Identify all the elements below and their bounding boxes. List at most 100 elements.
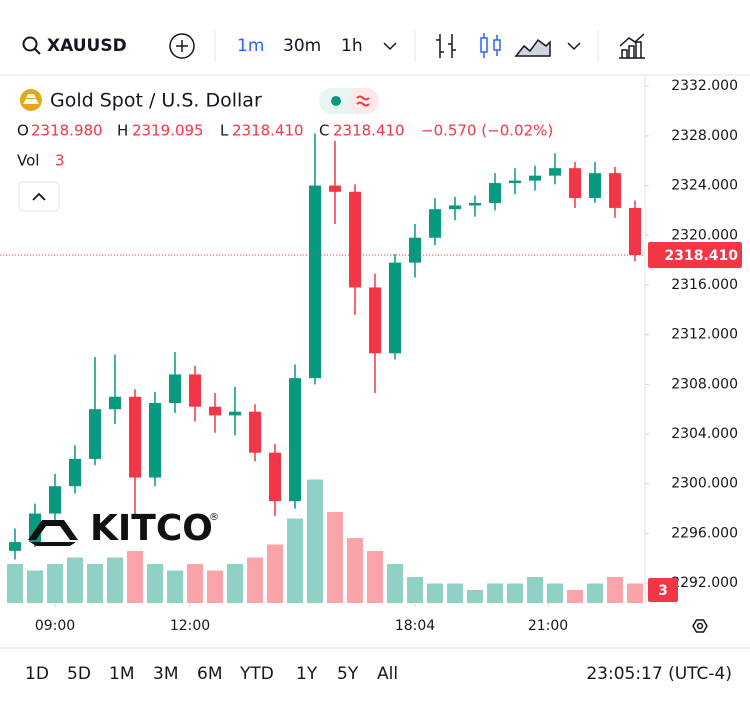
candle-body: [569, 168, 581, 198]
volume-bar: [107, 557, 123, 603]
volume-bar: [627, 583, 643, 603]
interval-button[interactable]: 30m: [283, 36, 321, 56]
y-tick-label: 2312.000: [671, 327, 738, 343]
volume-bar: [527, 577, 543, 603]
candle-body: [329, 185, 341, 192]
watermark-mark: ®: [209, 512, 219, 523]
y-tick-label: 2296.000: [671, 525, 738, 541]
candle-body: [109, 396, 121, 410]
area-icon[interactable]: [514, 38, 551, 57]
volume-bar: [567, 590, 583, 603]
candle-body: [169, 374, 181, 403]
x-tick-label: 18:04: [395, 618, 435, 634]
candle-body: [149, 402, 161, 478]
candle-body: [389, 262, 401, 354]
compare-button[interactable]: [169, 33, 195, 59]
volume-badge-label: 3: [658, 583, 668, 599]
y-tick-label: 2316.000: [671, 277, 738, 293]
candle-body: [49, 486, 61, 514]
x-tick-label: 12:00: [170, 618, 210, 634]
bars-icon[interactable]: [436, 34, 456, 58]
volume-bar: [207, 570, 223, 603]
candle-body: [69, 458, 81, 487]
volume-bar: [367, 551, 383, 603]
candle-body: [469, 202, 481, 206]
y-tick-label: 2328.000: [671, 128, 738, 144]
y-tick-label: 2332.000: [671, 78, 738, 94]
volume-bar: [227, 564, 243, 603]
ohlc-value: 2319.095: [132, 122, 204, 140]
last-price-label: 2318.410: [664, 248, 738, 264]
interval-menu[interactable]: [383, 42, 397, 51]
candle-body: [309, 185, 321, 379]
volume-label: Vol: [17, 152, 39, 170]
candle-body: [289, 378, 301, 502]
market-open-dot: [331, 96, 341, 106]
volume-bar: [307, 479, 323, 603]
collapse-button[interactable]: [18, 181, 60, 212]
interval-button[interactable]: 1h: [341, 36, 363, 56]
candle-body: [349, 191, 361, 288]
legend-title: Gold Spot / U.S. Dollar: [50, 90, 262, 112]
watermark-text: KITCO: [90, 508, 213, 549]
candle-body: [9, 542, 21, 551]
volume-bar: [147, 564, 163, 603]
range-button[interactable]: 1M: [109, 664, 134, 684]
range-button[interactable]: 6M: [197, 664, 222, 684]
candle-body: [409, 237, 421, 263]
volume-bar: [547, 583, 563, 603]
watermark-logo: [28, 520, 78, 540]
candles-icon[interactable]: [480, 33, 501, 58]
volume-bar: [287, 518, 303, 603]
ohlc-value: 2318.980: [31, 122, 103, 140]
volume-bar: [587, 583, 603, 603]
y-tick-label: 2300.000: [671, 476, 738, 492]
y-tick-label: 2320.000: [671, 227, 738, 243]
change: −0.570 (−0.02%): [421, 122, 553, 140]
compare-plus: [176, 40, 188, 52]
volume-bar: [607, 577, 623, 603]
candle-body: [589, 173, 601, 198]
watermark: KITCO: [28, 508, 213, 549]
volume-badge: [648, 578, 678, 602]
volume-bar: [27, 570, 43, 603]
range-button[interactable]: All: [377, 664, 398, 684]
interval-button[interactable]: 1m: [237, 36, 264, 56]
indicators-icon[interactable]: [619, 33, 645, 59]
chart-type-menu[interactable]: [567, 42, 581, 51]
volume-bar: [167, 570, 183, 603]
volume-bar: [247, 557, 263, 603]
range-button[interactable]: 1Y: [296, 664, 318, 684]
range-button[interactable]: YTD: [239, 664, 274, 684]
search-icon[interactable]: [22, 36, 38, 52]
x-tick-label: 09:00: [35, 618, 75, 634]
settings-icon: [696, 622, 704, 630]
volume-bar: [347, 538, 363, 603]
volume-bar: [47, 564, 63, 603]
volume-bar: [127, 551, 143, 603]
candle-body: [269, 452, 281, 502]
range-button[interactable]: 5D: [67, 664, 91, 684]
icon-part: [483, 33, 498, 58]
range-button[interactable]: 3M: [153, 664, 178, 684]
volume-bar: [407, 577, 423, 603]
range-button[interactable]: 1D: [25, 664, 49, 684]
symbol[interactable]: XAUUSD: [47, 36, 127, 56]
volume-bar: [447, 583, 463, 603]
candle-body: [509, 180, 521, 184]
y-tick-label: 2292.000: [671, 575, 738, 591]
y-tick-label: 2308.000: [671, 376, 738, 392]
range-button[interactable]: 5Y: [337, 664, 359, 684]
candle-body: [209, 406, 221, 416]
y-tick-label: 2304.000: [671, 426, 738, 442]
volume-value: 3: [55, 152, 65, 170]
toolbar: XAUUSD: [22, 30, 645, 62]
delayed-icon: [356, 95, 370, 107]
candle-body: [489, 183, 501, 203]
ohlc-value: 2318.410: [333, 122, 405, 140]
candle-body: [249, 411, 261, 453]
volume-bar: [427, 583, 443, 603]
ohlc-label: L: [220, 122, 229, 140]
settings-button[interactable]: [692, 619, 708, 633]
